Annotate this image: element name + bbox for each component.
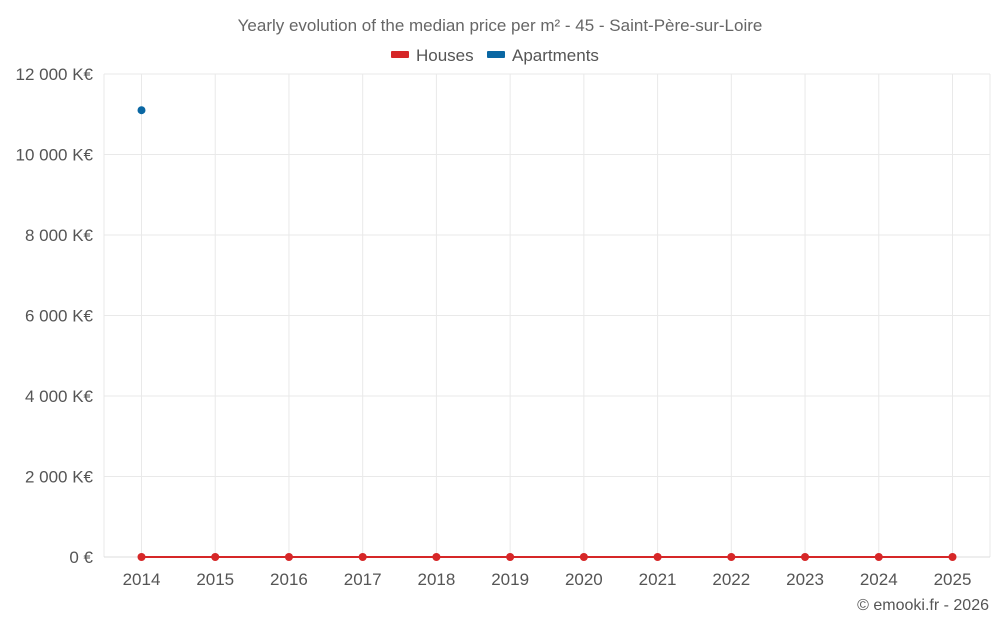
y-tick-label: 0 € bbox=[69, 548, 93, 567]
data-point-houses[interactable] bbox=[874, 553, 883, 561]
data-point-houses[interactable] bbox=[506, 553, 515, 561]
data-point-houses[interactable] bbox=[284, 553, 293, 561]
legend-swatch-houses[interactable] bbox=[391, 51, 409, 58]
x-tick-label: 2014 bbox=[123, 570, 161, 589]
legend-swatch-apartments[interactable] bbox=[487, 51, 505, 58]
data-point-houses[interactable] bbox=[211, 553, 220, 561]
x-tick-label: 2022 bbox=[712, 570, 750, 589]
y-tick-label: 4 000 K€ bbox=[25, 387, 94, 406]
data-point-houses[interactable] bbox=[137, 553, 146, 561]
x-tick-label: 2024 bbox=[860, 570, 898, 589]
data-point-houses[interactable] bbox=[653, 553, 662, 561]
x-tick-label: 2023 bbox=[786, 570, 824, 589]
y-tick-label: 12 000 K€ bbox=[15, 65, 93, 84]
x-tick-label: 2015 bbox=[196, 570, 234, 589]
x-tick-label: 2017 bbox=[344, 570, 382, 589]
data-point-houses[interactable] bbox=[727, 553, 736, 561]
data-point-houses[interactable] bbox=[432, 553, 441, 561]
data-point-houses[interactable] bbox=[579, 553, 588, 561]
series-layer bbox=[137, 106, 957, 561]
x-tick-label: 2016 bbox=[270, 570, 308, 589]
data-point-apartments[interactable] bbox=[137, 106, 146, 115]
y-tick-label: 8 000 K€ bbox=[25, 226, 94, 245]
x-tick-label: 2019 bbox=[491, 570, 529, 589]
data-point-houses[interactable] bbox=[948, 553, 957, 561]
chart-title: Yearly evolution of the median price per… bbox=[238, 16, 763, 35]
grid bbox=[104, 73, 990, 557]
legend-label-apartments[interactable]: Apartments bbox=[512, 46, 599, 65]
credit-text: © emooki.fr - 2026 bbox=[857, 597, 989, 614]
legend-label-houses[interactable]: Houses bbox=[416, 46, 474, 65]
x-axis-labels: 2014 2015 2016 2017 2018 2019 2020 2021 2022 2023… bbox=[123, 570, 972, 589]
y-tick-label: 2 000 K€ bbox=[25, 468, 94, 487]
legend: Houses Apartments bbox=[391, 46, 599, 65]
x-tick-label: 2025 bbox=[934, 570, 972, 589]
x-tick-label: 2018 bbox=[417, 570, 455, 589]
x-tick-label: 2020 bbox=[565, 570, 603, 589]
y-tick-label: 6 000 K€ bbox=[25, 307, 94, 326]
x-tick-label: 2021 bbox=[639, 570, 677, 589]
y-axis-labels: 0 € 2 000 K€ 4 000 K€ 6 000 K€ 8 000 K€ 10 00… bbox=[15, 65, 93, 567]
data-point-houses[interactable] bbox=[801, 553, 810, 561]
data-point-houses[interactable] bbox=[358, 553, 367, 561]
y-tick-label: 10 000 K€ bbox=[15, 146, 93, 165]
